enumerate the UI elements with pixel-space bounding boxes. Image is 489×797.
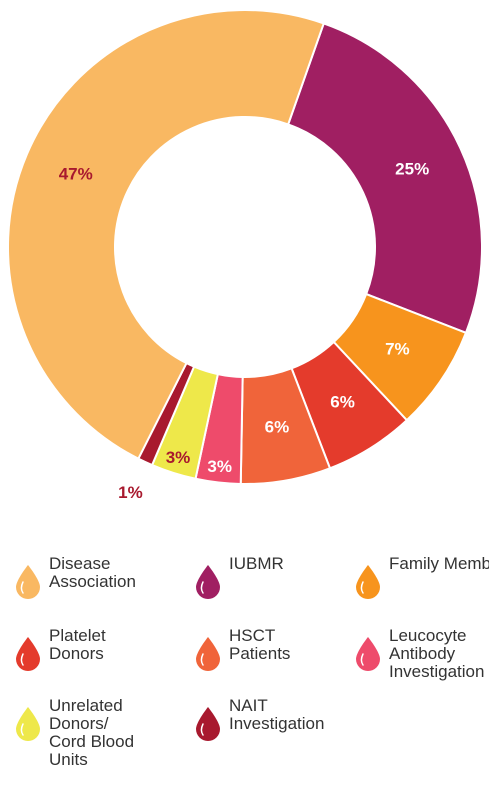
donut-slice	[7, 9, 325, 460]
data-label: 25%	[395, 160, 429, 179]
legend-label: Unrelated Donors/ Cord Blood Units	[49, 696, 135, 769]
legend-swatch	[16, 637, 40, 671]
donut-slice	[286, 22, 483, 335]
droplet	[196, 565, 220, 599]
legend-swatch	[16, 565, 40, 599]
data-label: 7%	[385, 340, 410, 359]
data-label: 3%	[166, 448, 191, 467]
droplet-highlight	[200, 581, 204, 594]
legend-label: NAIT Investigation	[229, 696, 325, 733]
droplet-highlight	[200, 723, 204, 736]
legend: Disease Association IUBMR Family Members Pl…	[0, 555, 489, 797]
legend-swatch	[16, 707, 40, 741]
droplet	[16, 637, 40, 671]
legend-label: HSCT Patients	[229, 626, 291, 663]
data-label: 1%	[118, 483, 143, 502]
legend-swatch	[356, 637, 380, 671]
droplet	[16, 707, 40, 741]
legend-swatch	[196, 637, 220, 671]
legend-label: IUBMR	[229, 555, 284, 573]
droplet	[196, 637, 220, 671]
data-label: 6%	[265, 418, 290, 437]
droplet-highlight	[200, 653, 204, 666]
legend-item: NAIT Investigation	[195, 697, 339, 741]
droplet-highlight	[360, 653, 364, 666]
legend-item: Unrelated Donors/ Cord Blood Units	[15, 697, 149, 769]
droplet-highlight	[360, 581, 364, 594]
legend-item: Leucocyte Antibody Investigation	[355, 627, 489, 681]
legend-swatch	[196, 565, 220, 599]
droplet	[356, 565, 380, 599]
data-label: 6%	[330, 392, 355, 411]
legend-swatch	[356, 565, 380, 599]
legend-swatch	[196, 707, 220, 741]
droplet-highlight	[20, 653, 24, 666]
legend-item: Platelet Donors	[15, 627, 149, 671]
legend-label: Leucocyte Antibody Investigation	[389, 626, 485, 681]
droplet	[16, 565, 40, 599]
legend-label: Platelet Donors	[49, 626, 106, 663]
data-label: 3%	[207, 457, 232, 476]
data-label: 47%	[59, 164, 93, 183]
legend-label: Family Members	[389, 555, 489, 573]
legend-item: Disease Association	[15, 555, 149, 599]
chart: 25% 7% 6% 6% 3% 3% 1% 47%	[7, 9, 483, 502]
droplet	[356, 637, 380, 671]
legend-item: IUBMR	[195, 555, 339, 599]
legend-label: Disease Association	[49, 555, 136, 591]
droplet	[196, 707, 220, 741]
legend-item: HSCT Patients	[195, 627, 339, 671]
legend-item: Family Members	[355, 555, 489, 599]
droplet-highlight	[20, 723, 24, 736]
droplet-highlight	[20, 581, 24, 594]
